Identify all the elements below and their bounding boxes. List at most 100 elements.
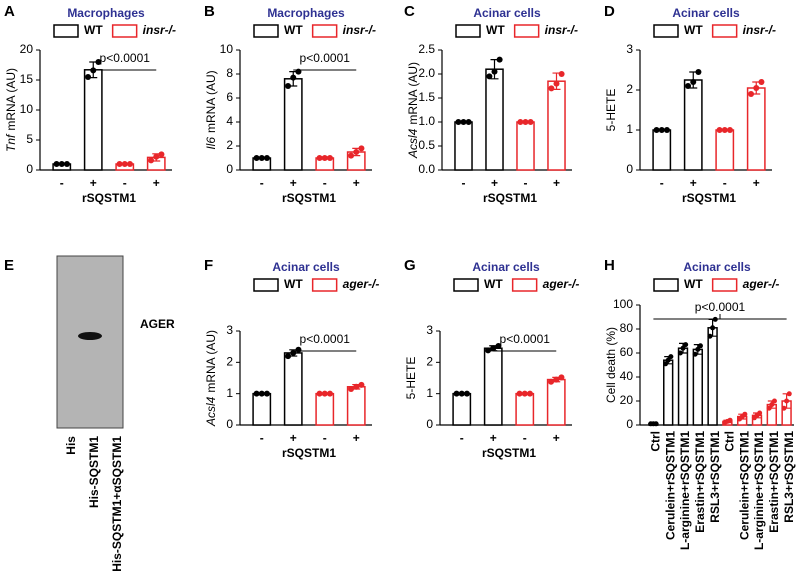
x-tick-label: Ctrl — [649, 431, 663, 452]
data-point — [348, 152, 355, 159]
legend-swatch — [455, 24, 481, 38]
panel-label: E — [4, 257, 14, 274]
y-axis-unit: 5-HETE — [404, 357, 418, 400]
data-point — [516, 390, 523, 397]
data-point — [663, 127, 670, 133]
y-tick-label: 2.0 — [418, 66, 435, 80]
data-point — [153, 153, 160, 160]
data-point — [460, 119, 467, 125]
x-tick-label: RSL3+rSQSTM1 — [708, 431, 722, 523]
y-tick-label: 10 — [220, 42, 234, 56]
lane-label: His-SQSTM1 — [87, 436, 101, 508]
data-point — [496, 56, 503, 63]
x-tick-label: - — [60, 176, 64, 190]
y-tick-label: 2 — [626, 82, 633, 96]
x-tick-label: Cerulein+rSQSTM1 — [737, 431, 751, 540]
y-tick-label: 1 — [226, 386, 233, 400]
y-axis-gene: Il6 — [204, 137, 218, 150]
bar — [547, 80, 566, 171]
y-tick-label: 6 — [226, 90, 233, 104]
data-point — [290, 74, 297, 81]
x-tick-label: + — [553, 431, 560, 445]
legend-swatch — [111, 24, 138, 38]
y-tick-label: 1 — [626, 122, 633, 136]
significance-label: p<0.0001 — [300, 332, 351, 346]
data-point — [771, 398, 777, 404]
legend-label: insr-/- — [743, 23, 776, 37]
panel-label: D — [604, 3, 615, 20]
y-tick-label: 5 — [26, 132, 33, 146]
y-tick-label: 20 — [20, 42, 34, 56]
x-tick-label: + — [290, 176, 297, 190]
legend-swatch — [653, 24, 679, 38]
bar — [485, 68, 504, 171]
y-tick-label: 15 — [20, 72, 34, 86]
legend-swatch — [653, 278, 679, 292]
data-point — [685, 83, 692, 89]
data-point — [558, 374, 565, 381]
legend-swatch — [53, 24, 79, 38]
data-point — [521, 390, 528, 397]
chart-title: Acinar cells — [473, 6, 541, 20]
data-point — [316, 155, 323, 161]
data-point — [453, 390, 460, 397]
bar — [454, 121, 473, 171]
x-tick-label: - — [723, 176, 727, 190]
legend-label: WT — [484, 277, 503, 291]
y-tick-label: 10 — [20, 102, 34, 116]
y-tick-label: 0 — [626, 162, 633, 176]
data-point — [553, 80, 560, 87]
data-point — [353, 383, 360, 390]
data-point — [321, 155, 328, 161]
x-tick-label: + — [290, 431, 297, 445]
significance-label: p<0.0001 — [100, 51, 151, 65]
chart-panel: F Acinar cells WT ager-/- 0 1 2 3 Acsl4 mRNA (AU)… — [204, 257, 379, 460]
legend-label: WT — [284, 277, 303, 291]
data-point — [695, 346, 701, 352]
x-tick-label: + — [353, 176, 360, 190]
data-point — [258, 155, 265, 161]
significance-label: p<0.0001 — [300, 51, 351, 65]
chart-title: Macrophages — [67, 6, 145, 20]
y-tick-label: 0 — [626, 417, 633, 431]
data-point — [548, 85, 555, 92]
data-point — [665, 357, 671, 363]
y-axis-label: 5-HETE — [604, 89, 618, 132]
data-point — [121, 161, 128, 167]
data-point — [526, 390, 533, 397]
y-tick-label: 4 — [226, 114, 233, 128]
x-tick-label: - — [460, 431, 464, 445]
x-tick-label: + — [153, 176, 160, 190]
legend-swatch — [453, 278, 479, 292]
bar — [283, 78, 303, 171]
y-tick-label: 3 — [626, 42, 633, 56]
y-axis-label: Tnf mRNA (AU) — [4, 68, 18, 152]
x-tick-label: + — [553, 176, 560, 190]
bar — [346, 386, 366, 426]
blot-panel: E AGER His His-SQSTM1 His-SQSTM1+αSQSTM1 — [4, 255, 175, 572]
data-point — [126, 161, 133, 167]
panel-label: G — [404, 257, 416, 274]
x-tick-label: + — [753, 176, 760, 190]
data-point — [358, 381, 365, 388]
x-tick-label: - — [260, 176, 264, 190]
data-point — [465, 119, 472, 125]
x-axis-label: rSQSTM1 — [482, 446, 536, 460]
data-point — [653, 421, 659, 427]
panel-label: F — [204, 257, 213, 274]
y-tick-label: 0.0 — [418, 162, 435, 176]
y-axis-unit: mRNA (AU) — [406, 62, 420, 125]
bar — [452, 392, 472, 426]
data-point — [781, 405, 787, 411]
data-point — [769, 402, 775, 408]
x-tick-label: Erastin+rSQSTM1 — [767, 431, 781, 533]
data-point — [490, 345, 497, 352]
x-tick-label: L-arginine+rSQSTM1 — [678, 431, 692, 550]
data-point — [326, 155, 333, 161]
data-point — [548, 378, 555, 385]
data-point — [690, 79, 697, 85]
data-point — [527, 119, 534, 125]
data-point — [158, 151, 165, 158]
y-tick-label: 100 — [613, 297, 633, 311]
data-point — [757, 410, 763, 416]
